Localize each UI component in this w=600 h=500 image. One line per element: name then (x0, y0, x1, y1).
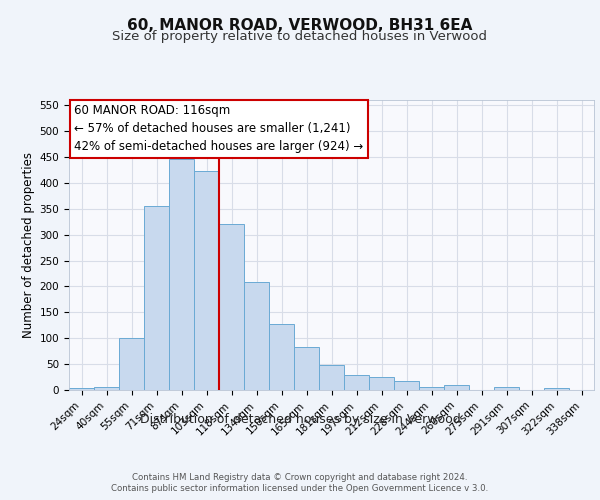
Text: Contains HM Land Registry data © Crown copyright and database right 2024.: Contains HM Land Registry data © Crown c… (132, 472, 468, 482)
Bar (219, 224, 244, 390)
Bar (244, 282, 269, 390)
Text: Size of property relative to detached houses in Verwood: Size of property relative to detached ho… (113, 30, 487, 43)
Bar (294, 346, 319, 390)
Y-axis label: Number of detached properties: Number of detached properties (22, 152, 35, 338)
Bar (544, 388, 569, 390)
Bar (494, 388, 519, 390)
Bar (144, 206, 169, 390)
Text: Contains public sector information licensed under the Open Government Licence v : Contains public sector information licen… (112, 484, 488, 493)
Bar (369, 377, 394, 390)
Bar (119, 338, 144, 390)
Bar (269, 324, 294, 390)
Bar (419, 388, 444, 390)
Bar (169, 159, 194, 390)
Bar (94, 387, 119, 390)
Text: Distribution of detached houses by size in Verwood: Distribution of detached houses by size … (140, 412, 460, 426)
Bar (69, 388, 94, 390)
Bar (444, 386, 469, 390)
Bar (394, 380, 419, 390)
Text: 60, MANOR ROAD, VERWOOD, BH31 6EA: 60, MANOR ROAD, VERWOOD, BH31 6EA (127, 18, 473, 32)
Text: 60 MANOR ROAD: 116sqm
← 57% of detached houses are smaller (1,241)
42% of semi-d: 60 MANOR ROAD: 116sqm ← 57% of detached … (74, 104, 364, 154)
Bar (344, 375, 369, 390)
Bar (319, 364, 344, 390)
Bar (194, 172, 219, 390)
